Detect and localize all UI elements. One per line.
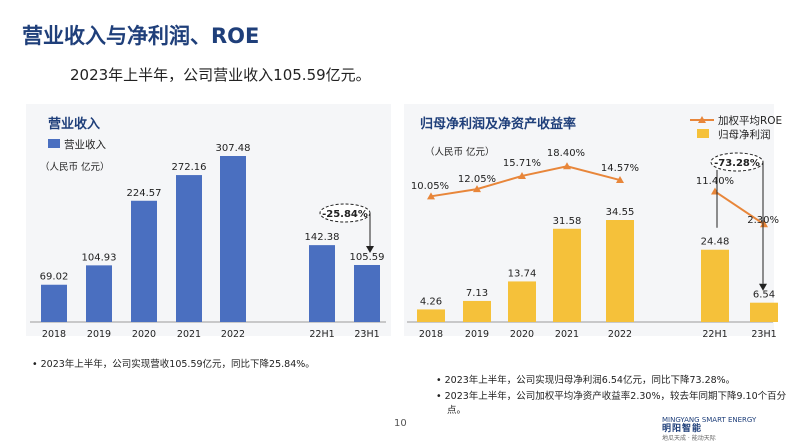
revenue-value-label: 104.93 — [82, 252, 117, 263]
roe-value-label: 15.71% — [503, 158, 541, 169]
page-title: 营业收入与净利润、ROE — [22, 24, 260, 48]
profit-category-label: 2018 — [419, 329, 443, 340]
revenue-legend-label: 营业收入 — [64, 138, 106, 151]
profit-value-label: 7.13 — [466, 288, 488, 299]
revenue-unit-label: （人民币 亿元） — [40, 161, 110, 173]
revenue-value-label: 69.02 — [40, 272, 69, 283]
profit-legend-label: 归母净利润 — [718, 128, 771, 141]
profit-chart-title: 归母净利润及净资产收益率 — [420, 117, 577, 132]
roe-value-label: 14.57% — [601, 163, 639, 174]
roe-point — [427, 192, 435, 200]
revenue-value-label: 307.48 — [216, 143, 251, 154]
logo-chinese: 明阳智能 — [662, 424, 703, 434]
revenue-legend-swatch — [48, 139, 60, 148]
profit-unit-label: （人民币 亿元） — [425, 146, 495, 158]
revenue-category-label: 23H1 — [354, 329, 379, 340]
revenue-bullet-text: 2023年上半年，公司实现营收105.59亿元，同比下降25.84%。 — [40, 359, 315, 370]
revenue-category-label: 2020 — [132, 329, 156, 340]
roe-point — [473, 185, 481, 193]
revenue-category-label: 2021 — [177, 329, 201, 340]
revenue-value-label: 224.57 — [127, 188, 162, 199]
profit-category-label: 2020 — [510, 329, 534, 340]
revenue-category-label: 2019 — [87, 329, 111, 340]
revenue-bar — [41, 284, 67, 322]
roe-value-label: 12.05% — [458, 174, 496, 185]
profit-category-label: 2022 — [608, 329, 632, 340]
revenue-chart-title: 营业收入 — [48, 117, 101, 132]
revenue-bar — [309, 245, 335, 322]
profit-bullet-2: • 2023年上半年，公司加权平均净资产收益率2.30%，较去年同期下降9.10… — [436, 391, 787, 416]
profit-bar — [701, 249, 729, 322]
logo-english: MINGYANG SMART ENERGY — [662, 416, 757, 424]
revenue-bar — [131, 200, 157, 322]
roe-point — [760, 220, 768, 228]
roe-legend-marker — [698, 116, 706, 123]
revenue-bullet: • 2023年上半年，公司实现营收105.59亿元，同比下降25.84%。 — [32, 359, 315, 370]
revenue-bar — [86, 265, 112, 322]
revenue-change-arrowhead — [366, 245, 374, 253]
revenue-category-label: 2018 — [42, 329, 66, 340]
profit-value-label: 13.74 — [508, 268, 537, 279]
profit-category-label: 23H1 — [751, 329, 776, 340]
revenue-value-label: 272.16 — [172, 162, 207, 173]
profit-value-label: 6.54 — [753, 290, 775, 301]
profit-bar — [606, 220, 634, 322]
profit-bar — [417, 309, 445, 322]
profit-bullet-2-text: 2023年上半年，公司加权平均净资产收益率2.30%，较去年同期下降9.10个百… — [444, 391, 787, 416]
profit-bullet-1-text: 2023年上半年，公司实现归母净利润6.54亿元，同比下降73.28%。 — [444, 375, 736, 386]
revenue-change-text: -25.84% — [322, 209, 368, 220]
profit-value-label: 24.48 — [701, 237, 730, 248]
roe-point — [711, 187, 719, 195]
revenue-bar — [354, 264, 380, 322]
logo-tagline: 地瓜天成 · 能动天际 — [662, 435, 716, 442]
revenue-bar — [176, 175, 202, 322]
company-logo: MINGYANG SMART ENERGY 明阳智能 地瓜天成 · 能动天际 — [662, 416, 756, 443]
profit-category-label: 22H1 — [702, 329, 727, 340]
roe-point — [616, 176, 624, 184]
profit-bullet-1: • 2023年上半年，公司实现归母净利润6.54亿元，同比下降73.28%。 — [436, 375, 736, 386]
profit-value-label: 4.26 — [420, 296, 442, 307]
profit-bar — [508, 281, 536, 322]
revenue-category-label: 2022 — [221, 329, 245, 340]
roe-point — [563, 162, 571, 170]
revenue-value-label: 142.38 — [305, 232, 340, 243]
profit-bar — [750, 302, 778, 322]
roe-value-label: 18.40% — [547, 148, 585, 159]
profit-value-label: 31.58 — [553, 216, 582, 227]
profit-value-label: 34.55 — [606, 207, 635, 218]
roe-point — [518, 171, 526, 179]
profit-bar — [553, 228, 581, 322]
profit-change-arrowhead — [759, 283, 767, 291]
profit-bar — [463, 300, 491, 322]
profit-change-text: -73.28% — [714, 158, 760, 169]
revenue-value-label: 105.59 — [350, 252, 385, 263]
roe-legend-label: 加权平均ROE — [718, 114, 782, 127]
roe-line-half — [714, 190, 765, 226]
profit-category-label: 2021 — [555, 329, 579, 340]
page-subtitle: 2023年上半年，公司营业收入105.59亿元。 — [70, 66, 371, 84]
profit-legend-swatch — [697, 129, 709, 138]
roe-value-label: 10.05% — [411, 181, 449, 192]
page-number: 10 — [394, 418, 407, 429]
revenue-category-label: 22H1 — [309, 329, 334, 340]
profit-category-label: 2019 — [465, 329, 489, 340]
revenue-bar — [220, 156, 246, 322]
roe-value-label: 11.40% — [696, 176, 734, 187]
